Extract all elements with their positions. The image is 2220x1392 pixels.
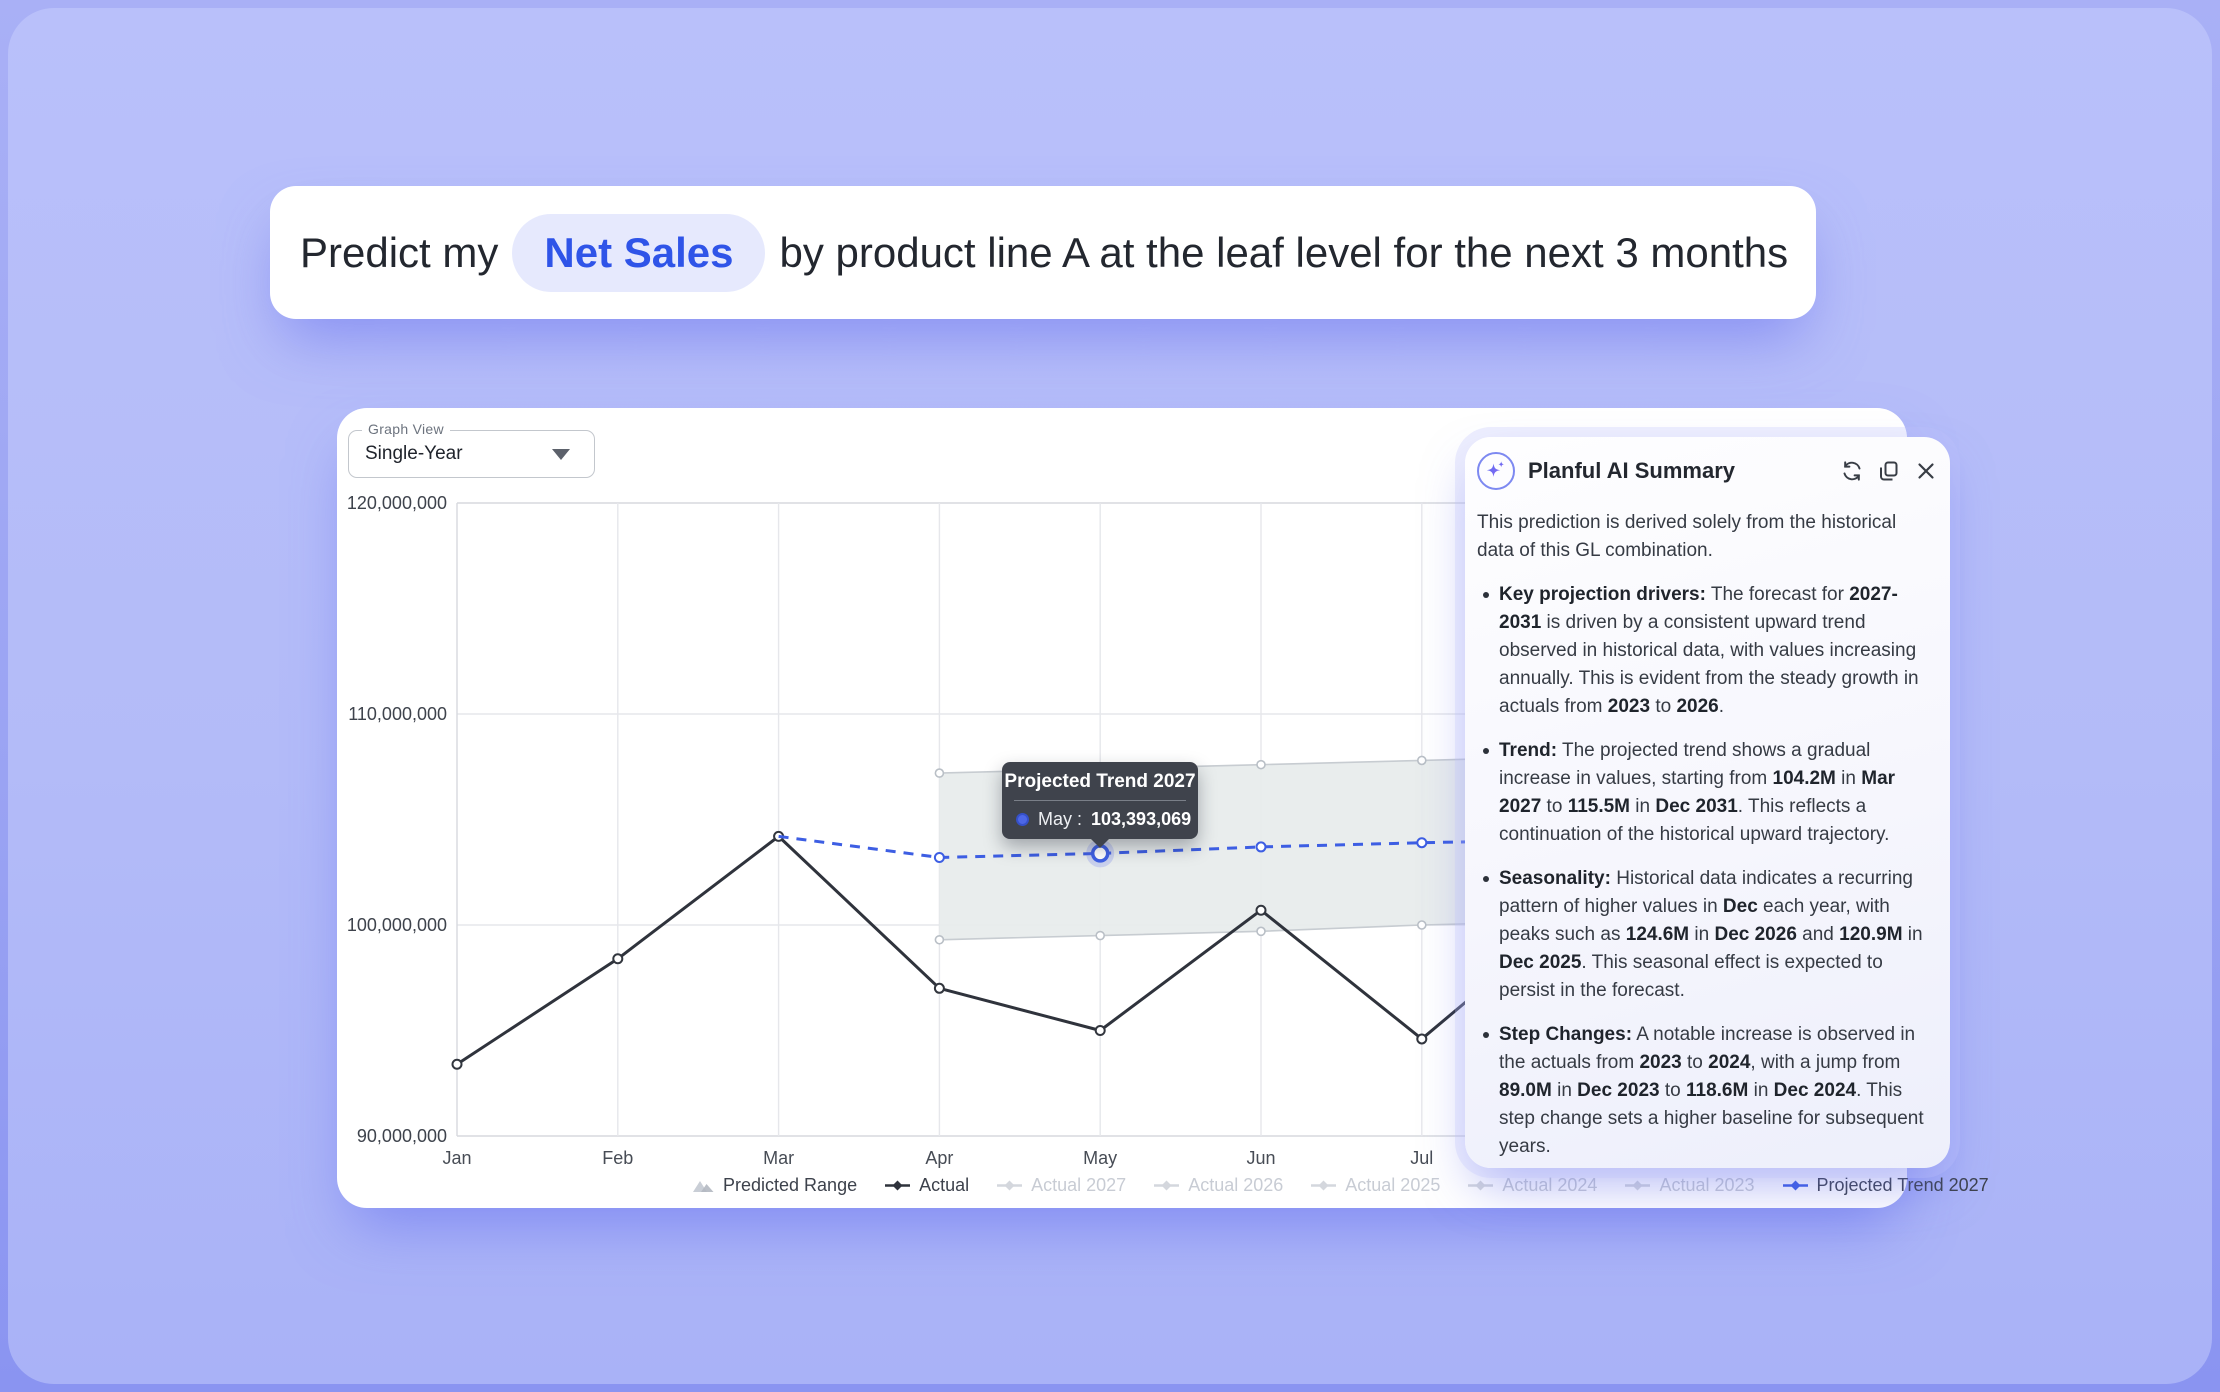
legend-label: Actual 2025 xyxy=(1345,1174,1441,1195)
metric-chip-net-sales[interactable]: Net Sales xyxy=(512,213,766,292)
legend-item-actual-2026[interactable]: Actual 2026 xyxy=(1153,1175,1283,1196)
planful-ai-sparkle-icon xyxy=(1477,452,1515,490)
regenerate-button[interactable] xyxy=(1840,459,1864,483)
actual-point[interactable] xyxy=(1094,1025,1106,1036)
actual-point[interactable] xyxy=(1416,1033,1428,1045)
projected-point-may-active[interactable] xyxy=(1090,844,1110,863)
ai-panel-title: Planful AI Summary xyxy=(1528,458,1736,483)
band-point xyxy=(934,768,945,778)
legend-item-actual-2024[interactable]: Actual 2024 xyxy=(1467,1175,1597,1196)
legend-label: Projected Trend 2027 xyxy=(1816,1174,1989,1195)
y-axis-label: 100,000,000 xyxy=(346,915,447,935)
projected-point[interactable] xyxy=(1416,837,1428,849)
band-point xyxy=(1256,926,1266,937)
projected-trend-line[interactable] xyxy=(778,834,1583,859)
prompt-prefix: Predict my xyxy=(300,228,499,276)
line-marker-icon xyxy=(997,1180,1023,1190)
legend-item-actual[interactable]: Actual xyxy=(884,1175,969,1196)
line-marker-icon xyxy=(1625,1180,1651,1190)
x-axis-label: May xyxy=(1083,1148,1118,1168)
graph-view-select[interactable]: Graph View Single-Year xyxy=(348,421,595,478)
graph-view-label: Graph View xyxy=(362,421,450,437)
line-marker-icon xyxy=(1311,1180,1337,1190)
x-axis-label: Mar xyxy=(763,1148,795,1168)
legend-label: Actual 2026 xyxy=(1188,1174,1284,1195)
x-axis-label: Jul xyxy=(1410,1148,1434,1168)
actual-point[interactable] xyxy=(451,1058,463,1070)
band-point xyxy=(1095,930,1105,941)
chevron-down-icon xyxy=(552,448,570,460)
band-point xyxy=(1417,920,1427,930)
legend-item-projected-trend-2027[interactable]: Projected Trend 2027 xyxy=(1782,1175,1989,1196)
line-marker-icon xyxy=(1154,1180,1180,1190)
ai-bullet-list: Key projection drivers: The forecast for… xyxy=(1477,581,1938,1161)
area-icon xyxy=(693,1180,714,1192)
close-icon[interactable] xyxy=(1914,459,1938,483)
line-marker-icon xyxy=(1468,1180,1494,1190)
band-point xyxy=(1417,755,1427,766)
y-axis-label: 120,000,000 xyxy=(346,493,447,513)
ai-bullet: Seasonality: Historical data indicates a… xyxy=(1477,865,1938,1005)
projected-point[interactable] xyxy=(1255,841,1267,853)
prompt-bar: Predict my Net Sales by product line A a… xyxy=(270,186,1816,319)
band-point xyxy=(934,934,945,945)
tooltip-month-label: May : xyxy=(1038,809,1083,829)
legend-label: Predicted Range xyxy=(723,1174,858,1195)
projected-point[interactable] xyxy=(933,851,945,863)
y-axis-label: 90,000,000 xyxy=(356,1126,447,1146)
copy-button[interactable] xyxy=(1877,459,1901,483)
ai-intro-paragraph: This prediction is derived solely from t… xyxy=(1477,512,1897,561)
prompt-suffix: by product line A at the leaf level for … xyxy=(779,228,1789,276)
x-axis-label: Feb xyxy=(602,1148,634,1168)
x-axis-label: Apr xyxy=(925,1148,954,1168)
legend-label: Actual 2023 xyxy=(1659,1174,1755,1195)
legend-label: Actual 2027 xyxy=(1031,1174,1127,1195)
legend-label: Actual 2024 xyxy=(1502,1174,1598,1195)
ai-bullet: Trend: The projected trend shows a gradu… xyxy=(1477,737,1938,849)
ai-bullet: Key projection drivers: The forecast for… xyxy=(1477,581,1938,721)
tooltip-series-title: Projected Trend 2027 xyxy=(1004,771,1196,792)
band-point xyxy=(1256,759,1266,770)
tooltip-value: 103,393,069 xyxy=(1091,809,1192,829)
actual-point[interactable] xyxy=(933,982,945,994)
x-axis-label: Jan xyxy=(442,1148,472,1168)
chart-tooltip: Projected Trend 2027 May : 103,393,069 xyxy=(1002,762,1198,848)
legend-item-actual-2023[interactable]: Actual 2023 xyxy=(1624,1174,1755,1196)
line-marker-icon xyxy=(1782,1180,1808,1190)
y-axis-label: 110,000,000 xyxy=(348,704,447,724)
line-marker-icon xyxy=(885,1180,911,1190)
legend-item-predicted-range[interactable]: Predicted Range xyxy=(692,1175,857,1196)
actual-line[interactable] xyxy=(456,834,1584,1066)
ai-bullet: Step Changes: A notable increase is obse… xyxy=(1477,1021,1938,1161)
series-color-dot xyxy=(1016,813,1029,826)
legend-label: Actual xyxy=(919,1174,970,1195)
legend-item-actual-2025[interactable]: Actual 2025 xyxy=(1310,1175,1440,1196)
graph-view-value: Single-Year xyxy=(365,443,463,464)
actual-point[interactable] xyxy=(1255,904,1267,916)
ai-summary-panel: Planful AI Summary xyxy=(1465,437,1950,1168)
tooltip-divider xyxy=(1014,800,1186,801)
actual-point[interactable] xyxy=(612,953,624,965)
legend-item-actual-2027[interactable]: Actual 2027 xyxy=(996,1175,1126,1196)
chart-legend: Predicted Range Actual Actual 2027 Actual 2… xyxy=(692,1170,1989,1200)
x-axis-label: Jun xyxy=(1246,1148,1276,1168)
